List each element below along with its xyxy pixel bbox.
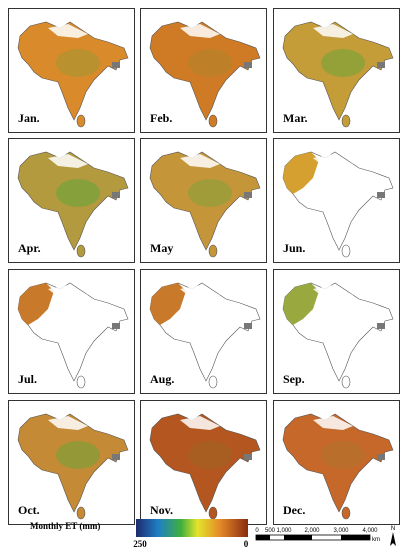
data-patch	[283, 152, 319, 194]
scale-bar: 0 500 1,000 2,000 3,000 4,000 km	[255, 528, 380, 543]
north-arrow: N	[390, 526, 396, 546]
scale-unit: km	[372, 537, 380, 543]
month-label: Apr.	[18, 241, 41, 255]
map-panel: May	[140, 138, 267, 263]
sri-lanka	[76, 244, 86, 258]
scale-label: 0	[255, 528, 259, 534]
snow-zone	[48, 24, 88, 38]
colorbar-min: 0	[244, 539, 249, 549]
snow-zone	[48, 285, 88, 299]
green-zone	[321, 441, 365, 469]
nodata-area	[244, 62, 252, 68]
scale-label: 3,000	[333, 528, 349, 534]
map-panel: Jan.	[8, 8, 135, 133]
legend-title: Monthly ET (mm)	[30, 521, 100, 531]
nodata-area	[377, 323, 385, 329]
panels: Jan. Feb. Mar. Apr. May Jun. Jul. Aug. Sep. Oct. N…	[8, 8, 400, 525]
sri-lanka	[341, 375, 351, 389]
month-label: Feb.	[150, 111, 172, 125]
map-panel: Feb.	[140, 8, 267, 133]
scale-label: 500	[265, 528, 276, 534]
green-zone	[56, 441, 100, 469]
map-panel: Jul.	[8, 269, 135, 394]
map-panel: Jun.	[273, 138, 400, 263]
snow-zone	[180, 285, 220, 299]
sri-lanka	[208, 114, 218, 128]
month-label: Jun.	[283, 241, 305, 255]
nodata-area	[244, 454, 252, 460]
green-zone	[188, 441, 232, 469]
snow-zone	[48, 154, 88, 168]
sri-lanka	[208, 506, 218, 520]
nodata-area	[112, 323, 120, 329]
nodata-area	[377, 454, 385, 460]
nodata-area	[377, 192, 385, 198]
legend: Monthly ET (mm) 250 0	[30, 519, 249, 549]
map-panel: Sep.	[273, 269, 400, 394]
snow-zone	[313, 285, 353, 299]
colorbar-max: 250	[133, 539, 147, 549]
month-label: May	[150, 241, 173, 255]
snow-zone	[180, 154, 220, 168]
green-zone	[188, 49, 232, 77]
data-patch	[18, 283, 54, 325]
green-zone	[56, 49, 100, 77]
month-label: Jan.	[18, 111, 40, 125]
sri-lanka	[341, 244, 351, 258]
map-panel: Oct.	[8, 400, 135, 525]
sri-lanka	[341, 114, 351, 128]
nodata-area	[377, 62, 385, 68]
north-label: N	[391, 526, 395, 532]
month-label: Dec.	[283, 503, 305, 517]
colorbar	[136, 519, 248, 537]
data-patch	[150, 283, 186, 325]
green-zone	[321, 49, 365, 77]
map-panel: Apr.	[8, 138, 135, 263]
map-panel: Aug.	[140, 269, 267, 394]
month-label: Sep.	[283, 372, 305, 386]
scale-label: 4,000	[362, 528, 378, 534]
scale-label: 1,000	[276, 528, 292, 534]
sri-lanka	[76, 114, 86, 128]
sri-lanka	[208, 375, 218, 389]
nodata-area	[112, 454, 120, 460]
green-zone	[56, 179, 100, 207]
snow-zone	[313, 154, 353, 168]
scale-label: 2,000	[304, 528, 320, 534]
snow-zone	[48, 416, 88, 430]
nodata-area	[244, 192, 252, 198]
map-panel: Mar.	[273, 8, 400, 133]
month-label: Mar.	[283, 111, 308, 125]
month-label: Jul.	[18, 372, 37, 386]
map-panel: Nov.	[140, 400, 267, 525]
green-zone	[188, 179, 232, 207]
data-patch	[283, 283, 319, 325]
month-label: Oct.	[18, 503, 40, 517]
sri-lanka	[208, 244, 218, 258]
sri-lanka	[341, 506, 351, 520]
month-label: Aug.	[150, 372, 174, 386]
snow-zone	[180, 24, 220, 38]
month-label: Nov.	[150, 503, 173, 517]
sri-lanka	[76, 506, 86, 520]
snow-zone	[313, 416, 353, 430]
map-panel: Dec.	[273, 400, 400, 525]
nodata-area	[112, 62, 120, 68]
snow-zone	[180, 416, 220, 430]
nodata-area	[244, 323, 252, 329]
nodata-area	[112, 192, 120, 198]
snow-zone	[313, 24, 353, 38]
sri-lanka	[76, 375, 86, 389]
